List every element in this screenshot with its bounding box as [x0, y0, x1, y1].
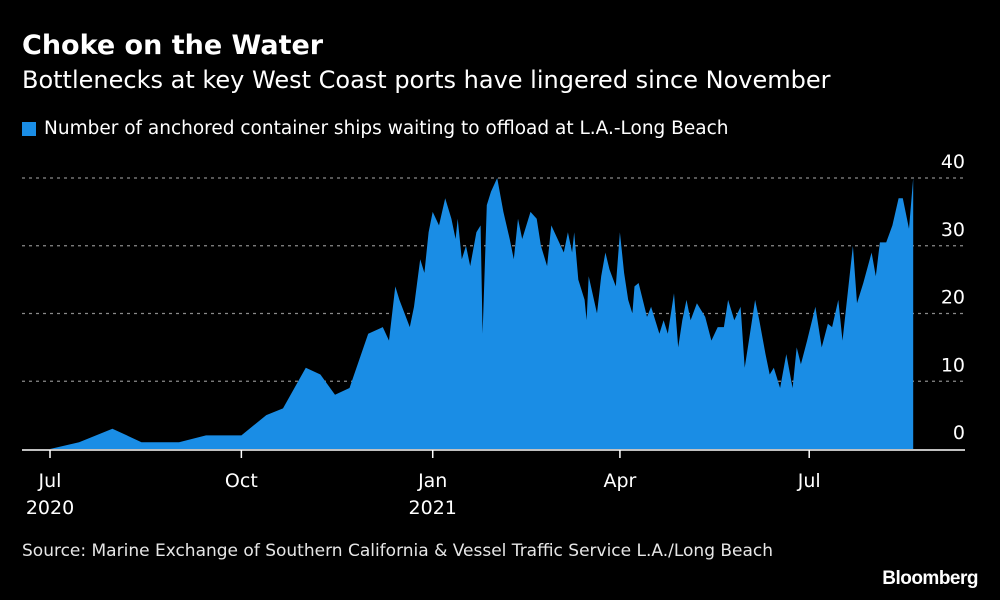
- x-tick-label: Jan: [417, 470, 447, 492]
- chart-subtitle: Bottlenecks at key West Coast ports have…: [22, 66, 831, 94]
- y-tick-label: 10: [941, 354, 965, 376]
- y-tick-label: 20: [941, 287, 965, 309]
- source-note: Source: Marine Exchange of Southern Cali…: [22, 541, 774, 561]
- legend-label: Number of anchored container ships waiti…: [44, 118, 729, 139]
- y-tick-label: 30: [941, 219, 965, 241]
- x-tick-label: Oct: [225, 470, 258, 492]
- x-tick-label: Apr: [603, 470, 636, 492]
- x-tick-label: Jul: [797, 470, 821, 492]
- x-tick-year-label: 2021: [409, 497, 457, 519]
- series-area: [50, 178, 914, 449]
- legend: Number of anchored container ships waiti…: [22, 118, 728, 139]
- y-tick-label: 40: [941, 151, 965, 173]
- bloomberg-logo: Bloomberg: [882, 568, 978, 589]
- legend-swatch: [22, 121, 36, 136]
- chart-title: Choke on the Water: [22, 30, 324, 61]
- x-tick-year-label: 2020: [26, 497, 74, 519]
- x-tick-label: Jul: [38, 470, 62, 492]
- y-tick-label: 0: [953, 422, 965, 444]
